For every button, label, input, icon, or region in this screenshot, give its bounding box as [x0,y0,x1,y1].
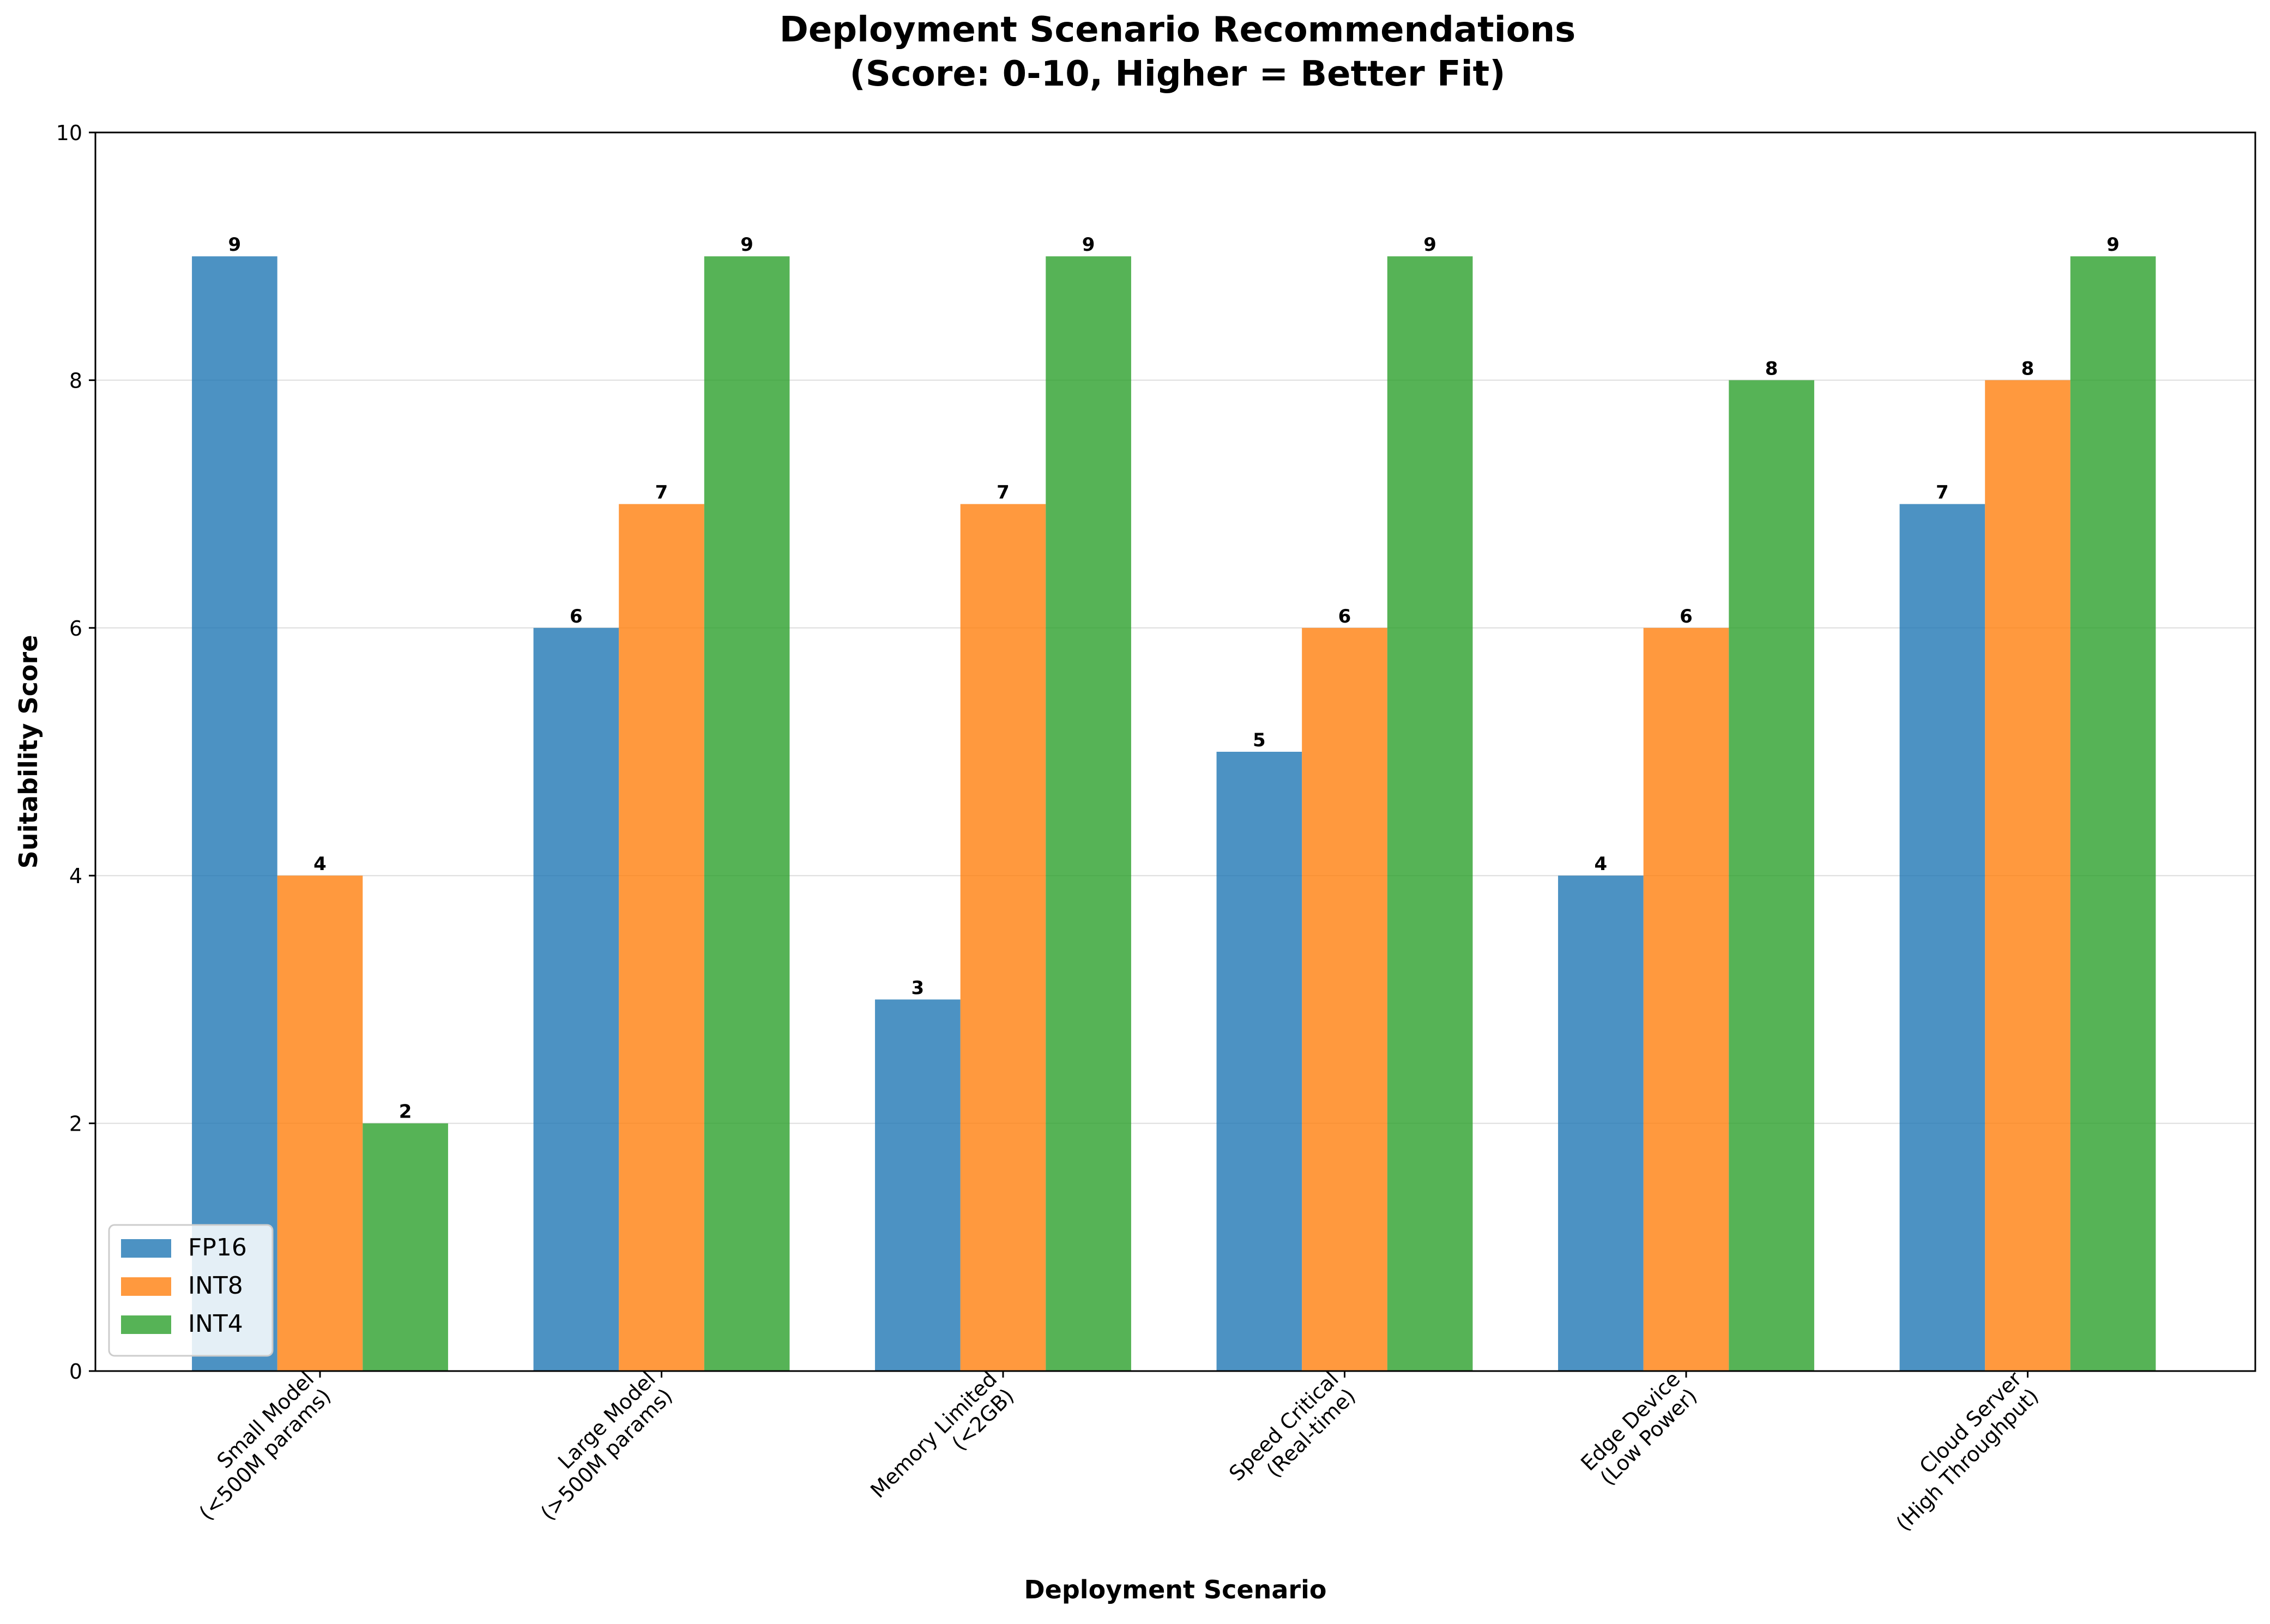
y-tick-label: 10 [56,121,82,145]
bar-int4-2 [1046,256,1131,1372]
y-tick-label: 4 [69,864,82,888]
bar-value-label: 9 [228,234,242,256]
legend: FP16 INT8 INT4 [108,1224,274,1357]
bar-int8-3 [1302,627,1387,1371]
bar-fp16-0 [192,256,277,1372]
bar-value-label: 4 [313,853,327,875]
y-axis-label: Suitability Score [14,635,43,869]
legend-swatch-int4 [121,1315,171,1334]
bar-value-label: 7 [997,482,1010,504]
bar-int8-4 [1643,627,1729,1371]
bar-value-label: 8 [1765,358,1778,379]
bar-value-label: 7 [1936,482,1949,504]
bar-value-label: 9 [2106,234,2120,256]
bar-value-label: 6 [1680,606,1693,627]
x-axis-label: Deployment Scenario [1024,1575,1327,1604]
bar-int4-3 [1387,256,1473,1372]
y-tick-label: 2 [69,1112,82,1136]
bar-int4-4 [1729,380,1814,1371]
chart-title-line2: (Score: 0-10, Higher = Better Fit) [850,54,1506,94]
bar-value-label: 9 [1423,234,1436,256]
bar-value-label: 2 [399,1101,412,1123]
bar-value-label: 4 [1595,853,1608,875]
legend-swatch-fp16 [121,1239,171,1258]
bar-int8-5 [1985,380,2070,1371]
bar-int8-1 [619,504,704,1371]
bar-value-label: 6 [570,606,583,627]
bar-fp16-4 [1558,876,1644,1371]
bar-value-label: 8 [2021,358,2034,379]
bar-fp16-5 [1899,504,1985,1371]
y-tick-label: 6 [69,617,82,641]
bar-int4-1 [704,256,790,1372]
grid-lines [95,379,2255,1124]
y-tick-label: 0 [69,1360,82,1384]
bar-fp16-1 [533,627,619,1371]
legend-label: INT4 [188,1310,243,1338]
bar-int4-0 [363,1123,448,1371]
bar-int8-0 [277,876,363,1371]
bar-value-label: 9 [1082,234,1095,256]
chart-title-line1: Deployment Scenario Recommendations [780,10,1576,50]
legend-label: INT8 [188,1272,243,1300]
bar-value-label: 5 [1253,729,1266,751]
legend-swatch-int8 [121,1277,171,1296]
bar-value-label: 9 [740,234,753,256]
bar-value-label: 3 [911,977,925,999]
bar-fp16-2 [875,999,961,1371]
y-axis: 0 2 4 6 8 10 [56,121,95,1384]
bar-int4-5 [2070,256,2156,1372]
y-tick-label: 8 [69,369,82,393]
bar-value-label: 7 [655,482,668,504]
bar-fp16-3 [1216,752,1302,1371]
bars-group [192,256,2156,1372]
data-labels-group: 9 6 3 5 4 7 4 7 7 6 6 8 2 9 9 9 8 9 [228,234,2120,1122]
legend-label: FP16 [188,1234,247,1261]
plot-frame [94,131,2256,1372]
bar-value-label: 6 [1338,606,1351,627]
bar-int8-2 [960,504,1046,1371]
